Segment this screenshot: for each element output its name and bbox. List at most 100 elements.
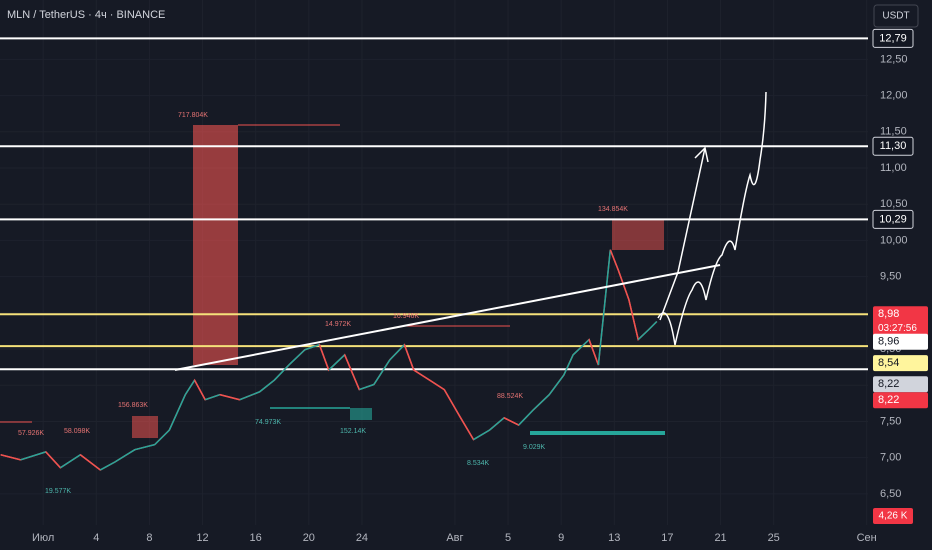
currency[interactable]: USDT — [882, 11, 909, 22]
price-segment — [343, 354, 360, 390]
price-segment — [99, 461, 116, 471]
x-tick-label: Авг — [446, 532, 463, 544]
price-segment — [609, 249, 619, 271]
price-segment — [114, 449, 136, 463]
projection-arrow — [659, 146, 709, 321]
price-segment — [473, 429, 490, 441]
price-segment — [288, 349, 306, 366]
annotation: 152.14K — [340, 428, 366, 435]
price-segment — [359, 383, 375, 391]
price-badge-label: 8,96 — [878, 336, 899, 348]
price-segment — [79, 454, 101, 471]
level-label: 11,30 — [880, 140, 907, 152]
price-badge — [873, 306, 928, 337]
price-segment — [193, 379, 206, 401]
price-segment — [413, 369, 431, 381]
annotation: 14.972K — [325, 321, 351, 328]
price-segment — [318, 344, 330, 371]
price-segment — [273, 364, 290, 381]
grid — [0, 0, 868, 525]
price-segment — [588, 339, 600, 366]
price-segment — [60, 454, 81, 469]
price-badge-label: 8,54 — [878, 357, 899, 369]
x-tick-label: 17 — [661, 532, 673, 544]
annotation: 8.534K — [467, 460, 490, 467]
volume-badge — [873, 508, 913, 524]
x-tick-label: Июл — [32, 532, 54, 544]
plot — [0, 249, 658, 471]
y-tick-label: 7,50 — [880, 415, 901, 427]
x-tick-label: 13 — [608, 532, 620, 544]
y-tick-label: 11,00 — [880, 162, 907, 174]
price-badge — [873, 355, 928, 372]
price-segment — [648, 320, 658, 331]
price-segment — [328, 354, 346, 371]
level-label: 10,29 — [879, 213, 907, 225]
x-tick-label: 4 — [93, 532, 99, 544]
x-tick-label: 21 — [714, 532, 726, 544]
countdown: 03:27:56 — [878, 323, 917, 334]
price-segment — [204, 393, 221, 401]
annotation: 57.926K — [18, 430, 44, 437]
x-tick-label: 24 — [356, 532, 368, 544]
price-segment — [503, 417, 520, 426]
price-segment — [628, 299, 639, 340]
price-badge-label: 8,22 — [878, 378, 899, 390]
price-badge — [873, 392, 928, 409]
price-segment — [572, 339, 590, 356]
y-tick-label: 6,50 — [880, 488, 901, 500]
x-tick-label: 8 — [146, 532, 152, 544]
price-badge — [873, 333, 928, 350]
annotation: 58.098K — [64, 428, 90, 435]
chart-title: MLN / TetherUS · 4ч · BINANCE — [7, 9, 165, 21]
price-axis — [869, 0, 932, 550]
x-tick-label: 9 — [558, 532, 564, 544]
annotation: 88.524K — [497, 393, 523, 400]
price-segment — [403, 344, 415, 371]
x-tick-label: Сен — [857, 532, 877, 544]
price-segment — [488, 417, 505, 431]
price-segment — [219, 393, 240, 401]
price-segment — [134, 443, 155, 451]
volume-zone — [612, 219, 664, 250]
price-segment — [548, 374, 565, 396]
x-tick-label: 16 — [250, 532, 262, 544]
level-badge — [872, 209, 914, 229]
levels — [0, 37, 868, 371]
volume-zone — [350, 408, 372, 420]
price-segment — [532, 394, 550, 411]
price-segment — [184, 379, 196, 396]
price-segment — [239, 391, 260, 401]
price-segment — [458, 414, 475, 440]
price-segment — [168, 394, 186, 431]
price-segment — [389, 344, 405, 361]
price-segment — [563, 354, 574, 376]
price-segment — [617, 269, 630, 301]
price-segment — [373, 359, 391, 385]
annotation: 74.973K — [255, 419, 281, 426]
price-badge-label: 8,98 — [878, 308, 899, 320]
annotation: 134.854K — [598, 206, 628, 213]
price-segment — [518, 409, 534, 426]
price-segment — [0, 454, 21, 461]
price-segment — [154, 429, 170, 446]
volume-label: 4,26 K — [879, 511, 908, 522]
annotation: 16.946K — [393, 313, 419, 320]
axis: 6,507,007,508,008,509,009,5010,0010,5011… — [872, 28, 928, 500]
x-tick-label: 20 — [303, 532, 315, 544]
trend-line — [174, 264, 721, 371]
price-segment — [597, 249, 612, 366]
level-label: 12,79 — [879, 32, 907, 44]
price-badge — [873, 376, 928, 393]
price-segment — [304, 343, 320, 351]
currency-box[interactable] — [873, 4, 919, 28]
price-segment — [20, 451, 47, 461]
annotation: 19.577K — [45, 488, 71, 495]
y-tick-label: 12,00 — [880, 89, 908, 101]
price-segment — [259, 379, 275, 393]
annotation: 156.863K — [118, 402, 148, 409]
y-tick-label: 10,50 — [880, 198, 908, 210]
x-tick-label: 12 — [196, 532, 208, 544]
